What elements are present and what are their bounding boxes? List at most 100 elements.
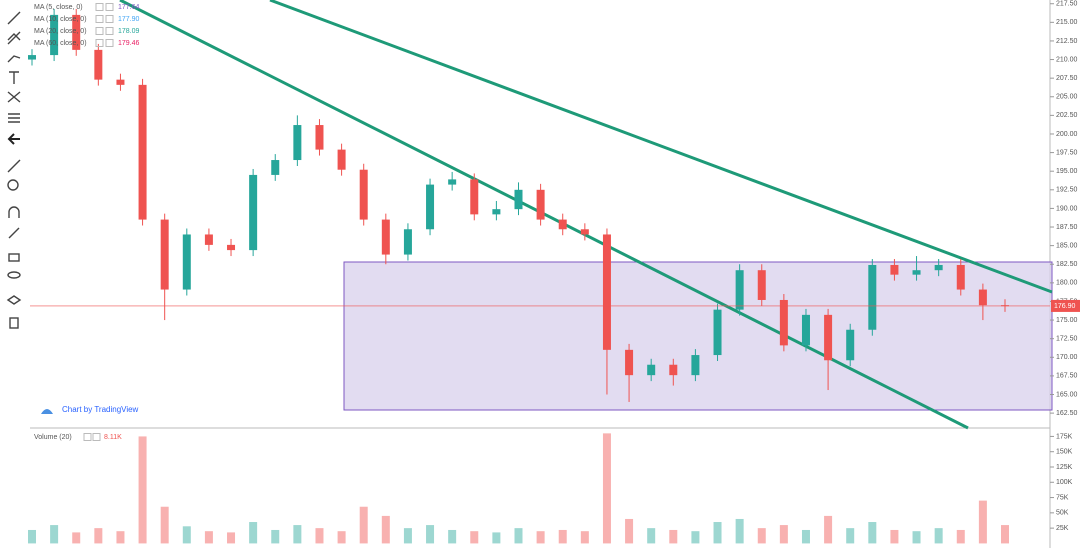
layers-tool[interactable] — [6, 295, 22, 305]
trend-tool[interactable] — [7, 11, 21, 25]
volume-bar — [72, 532, 81, 544]
candle-body — [956, 264, 965, 290]
y-tick-label: 165.00 — [1056, 391, 1078, 398]
y-tick-label: 182.50 — [1056, 261, 1078, 268]
legend-button — [105, 27, 114, 35]
brush-tool[interactable] — [7, 55, 21, 63]
last-price-tag — [1051, 299, 1080, 312]
volume-bar — [337, 531, 346, 544]
y-tick-label: 187.50 — [1056, 224, 1078, 231]
volume-title: Volume (20) — [34, 434, 72, 441]
candle-body — [315, 125, 324, 150]
legend-button — [105, 15, 114, 23]
y-tick-label: 195.00 — [1056, 168, 1078, 175]
candle-body — [94, 49, 103, 80]
ma-legend-name: MA (20, close, 0) — [34, 28, 87, 35]
candle-body — [50, 14, 59, 56]
ma-legend-value: 179.46 — [118, 40, 140, 47]
y-tick-label: 202.50 — [1056, 112, 1078, 119]
volume-bar — [824, 515, 833, 544]
legend-button — [92, 433, 101, 441]
legend-button — [83, 433, 92, 441]
volume-bar — [691, 531, 700, 544]
candle-body — [669, 364, 678, 376]
y-tick-label: 210.00 — [1056, 56, 1078, 63]
candle-body — [978, 289, 987, 306]
logo — [41, 409, 53, 414]
volume-bar — [28, 529, 36, 544]
y-tick-label: 50K — [1056, 510, 1069, 517]
ma-legend-name: MA (60, close, 0) — [34, 40, 87, 47]
prediction-tool[interactable] — [8, 113, 20, 123]
volume-bar — [403, 528, 412, 544]
candle-body — [824, 314, 833, 361]
candle-body — [735, 270, 744, 310]
legend-button — [105, 3, 114, 11]
candle-body — [72, 14, 81, 50]
y-tick-label: 205.00 — [1056, 94, 1078, 101]
volume-bar — [116, 531, 125, 544]
ma-legend-name: MA (10, close, 0) — [34, 16, 87, 23]
volume-bar — [1001, 525, 1009, 544]
volume-bar — [580, 531, 589, 544]
ma-legend-value: 177.64 — [118, 4, 140, 11]
volume-bar — [978, 500, 987, 544]
visibility-tool[interactable] — [7, 271, 21, 279]
candle-body — [426, 184, 435, 230]
y-tick-label: 167.50 — [1056, 373, 1078, 380]
y-tick-label: 162.50 — [1056, 410, 1078, 417]
toolbar[interactable] — [6, 11, 22, 329]
lock-tool[interactable] — [8, 253, 20, 262]
candle-body — [448, 179, 457, 185]
volume-bar — [138, 436, 147, 544]
candle-body — [713, 309, 722, 356]
text-tool[interactable] — [9, 71, 19, 84]
volume-bar — [315, 528, 324, 544]
magnet-tool[interactable] — [8, 206, 20, 218]
fib-tool[interactable] — [7, 31, 21, 45]
pattern-tool[interactable] — [7, 91, 21, 103]
delete-tool[interactable] — [9, 317, 19, 329]
candle-body — [846, 329, 855, 361]
volume-bar — [846, 528, 855, 544]
volume-bar — [271, 529, 280, 544]
y-tick-label: 217.50 — [1056, 1, 1078, 8]
volume-bar — [514, 528, 523, 544]
ruler-tool[interactable] — [7, 159, 21, 173]
legend-button — [95, 39, 104, 47]
candle-body — [514, 189, 523, 210]
volume-bar — [934, 528, 943, 544]
candle-body — [580, 229, 589, 235]
candle-body — [381, 219, 390, 255]
candle-body — [271, 160, 280, 175]
volume-bar — [448, 529, 457, 544]
draw-mode-tool[interactable] — [8, 227, 20, 239]
y-tick-label: 172.50 — [1056, 336, 1078, 343]
y-tick-label: 215.00 — [1056, 19, 1078, 26]
candle-body — [647, 364, 656, 376]
y-tick-label: 197.50 — [1056, 149, 1078, 156]
volume-bar — [779, 525, 788, 544]
range-box[interactable] — [343, 261, 1053, 411]
volume-bar — [868, 522, 877, 544]
trend-line[interactable] — [269, 0, 1053, 294]
y-tick-label: 207.50 — [1056, 75, 1078, 82]
candle-body — [602, 234, 611, 350]
candle-body — [757, 270, 766, 300]
zoom-tool[interactable] — [7, 179, 19, 191]
legend-button — [105, 39, 114, 47]
back-tool[interactable] — [7, 133, 20, 145]
candle-body — [337, 149, 346, 170]
candle-body — [293, 125, 302, 161]
candle-body — [890, 264, 899, 275]
y-tick-label: 75K — [1056, 494, 1069, 501]
candle-body — [116, 79, 125, 85]
volume-bar — [956, 529, 965, 544]
y-tick-label: 100K — [1056, 479, 1073, 486]
candle-body — [160, 219, 169, 290]
ma-legend-value: 178.09 — [118, 28, 140, 35]
volume-bar — [381, 515, 390, 544]
watermark: Chart by TradingView — [41, 405, 139, 414]
volume-bar — [492, 532, 501, 544]
volume-bar — [890, 529, 899, 544]
